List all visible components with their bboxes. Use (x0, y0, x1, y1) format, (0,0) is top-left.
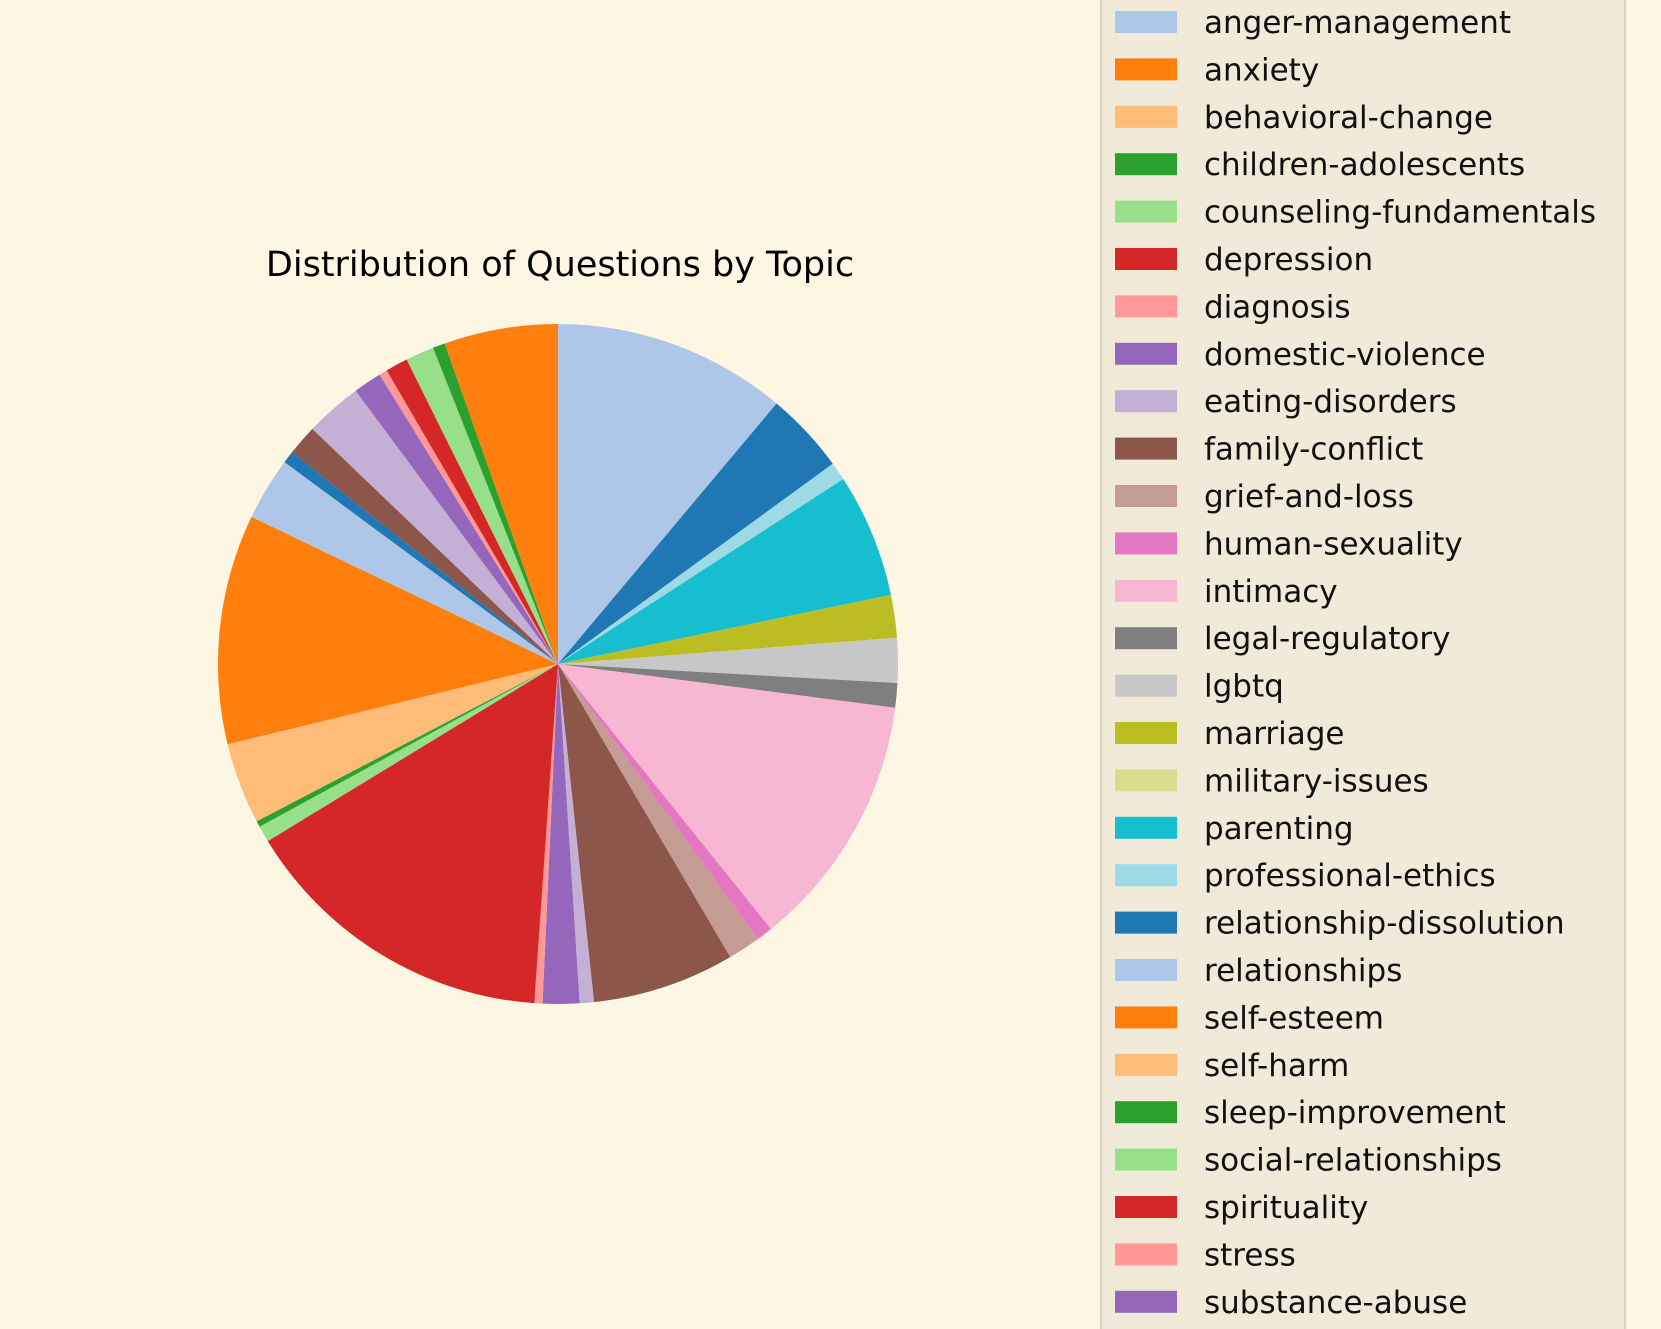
pie-slice-social-relationships (379, 370, 558, 664)
legend-swatch-eating-disorders (1115, 390, 1177, 413)
pie-slices (218, 324, 898, 1005)
legend-label-diagnosis: diagnosis (1204, 289, 1351, 325)
legend-label-legal-regulatory: legal-regulatory (1204, 621, 1450, 657)
pie-slice-military-issues (256, 664, 558, 827)
legend-swatch-relationships (1115, 959, 1177, 981)
pie-slice-marriage (259, 664, 558, 842)
legend-swatch-substance-abuse (1115, 1290, 1177, 1313)
legend-label-sleep-improvement: sleep-improvement (1204, 1095, 1506, 1131)
legend-swatch-legal-regulatory (1115, 627, 1177, 650)
pie-slice-legal-regulatory (534, 664, 558, 1004)
legend-label-marriage: marriage (1204, 716, 1345, 752)
pie-slice-diagnosis (558, 664, 898, 708)
pie-slice-stress (406, 347, 558, 664)
pie-slice-self-esteem (291, 428, 558, 664)
legend-label-self-esteem: self-esteem (1204, 1000, 1384, 1036)
legend-label-anger-management: anger-management (1204, 5, 1511, 41)
legend-label-parenting: parenting (1204, 811, 1354, 847)
pie-slice-28 (444, 324, 558, 664)
legend-swatch-marriage (1115, 722, 1177, 744)
pie-slice-self-harm (312, 390, 558, 664)
legend-frame (1100, 0, 1626, 1329)
pie-slice-anger-management (558, 324, 777, 664)
legend-label-military-issues: military-issues (1204, 763, 1429, 799)
legend-label-relationships: relationships (1204, 953, 1402, 989)
legend-label-eating-disorders: eating-disorders (1204, 384, 1457, 420)
legend-label-human-sexuality: human-sexuality (1204, 526, 1463, 562)
legend-label-domestic-violence: domestic-violence (1204, 337, 1486, 373)
pie-slice-anxiety (558, 403, 833, 664)
pie-slice-counseling-fundamentals (558, 594, 897, 664)
legend-swatch-counseling-fundamentals (1115, 200, 1177, 223)
legend-swatch-spirituality (1115, 1196, 1177, 1218)
legend-swatch-depression (1115, 248, 1177, 270)
legend-swatch-parenting (1115, 816, 1177, 839)
legend-swatch-lgbtq (1115, 674, 1177, 697)
legend-swatch-human-sexuality (1115, 532, 1177, 555)
pie-slice-grief-and-loss (558, 664, 731, 1003)
legend-label-family-conflict: family-conflict (1204, 432, 1423, 468)
legend-swatch-grief-and-loss (1115, 485, 1177, 507)
pie-slice-intimacy (542, 664, 580, 1005)
legend-swatch-relationship-dissolution (1115, 911, 1177, 934)
pie-slice-family-conflict (558, 664, 758, 958)
legend-label-relationship-dissolution: relationship-dissolution (1204, 906, 1565, 942)
pie-slice-substance-abuse (433, 343, 558, 664)
legend-swatch-social-relationships (1115, 1148, 1177, 1171)
pie-slice-spirituality (386, 359, 558, 664)
legend-swatch-anger-management (1115, 11, 1177, 33)
pie-slice-sleep-improvement (355, 374, 558, 664)
legend-label-children-adolescents: children-adolescents (1204, 147, 1525, 183)
legend-label-self-harm: self-harm (1204, 1048, 1349, 1084)
pie-slice-eating-disorders (558, 664, 771, 940)
pie-slice-professional-ethics (218, 516, 559, 745)
pie-slice-parenting (227, 664, 559, 822)
legend-label-behavioral-change: behavioral-change (1204, 100, 1493, 136)
pie-slice-behavioral-change (558, 463, 844, 664)
legend-label-anxiety: anxiety (1204, 52, 1319, 88)
pie-slice-human-sexuality (558, 664, 595, 1004)
legend-entries: anger-management anxiety behavioral-change… (1115, 5, 1596, 1321)
legend-swatch-domestic-violence (1115, 342, 1177, 365)
legend-label-stress: stress (1204, 1237, 1296, 1273)
pie-slice-domestic-violence (558, 664, 896, 930)
legend-label-social-relationships: social-relationships (1204, 1143, 1502, 1179)
pie-slice-lgbtq (267, 664, 558, 1004)
pie-slice-children-adolescents (558, 479, 891, 664)
legend-swatch-intimacy (1115, 579, 1177, 602)
legend-swatch-self-esteem (1115, 1006, 1177, 1029)
legend-label-spirituality: spirituality (1204, 1190, 1368, 1226)
legend-swatch-children-adolescents (1115, 153, 1177, 176)
chart-title: Distribution of Questions by Topic (266, 245, 854, 285)
legend-swatch-professional-ethics (1115, 864, 1177, 887)
pie-slice-depression (558, 637, 898, 684)
legend-swatch-stress (1115, 1243, 1177, 1266)
legend-label-professional-ethics: professional-ethics (1204, 858, 1496, 894)
legend-label-counseling-fundamentals: counseling-fundamentals (1204, 195, 1596, 231)
legend-label-depression: depression (1204, 242, 1373, 278)
legend-swatch-military-issues (1115, 769, 1177, 792)
legend-swatch-self-harm (1115, 1053, 1177, 1076)
legend-label-grief-and-loss: grief-and-loss (1204, 479, 1414, 515)
pie-slice-relationship-dissolution (251, 462, 558, 664)
legend-label-lgbtq: lgbtq (1204, 669, 1284, 705)
legend: anger-management anxiety behavioral-change… (1100, 0, 1626, 1329)
legend-label-intimacy: intimacy (1204, 574, 1338, 610)
legend-swatch-behavioral-change (1115, 105, 1177, 128)
legend-swatch-family-conflict (1115, 437, 1177, 460)
legend-swatch-anxiety (1115, 58, 1177, 81)
legend-swatch-diagnosis (1115, 295, 1177, 318)
legend-swatch-sleep-improvement (1115, 1101, 1177, 1124)
legend-label-substance-abuse: substance-abuse (1204, 1285, 1467, 1321)
pie-slice-relationships (284, 452, 558, 664)
